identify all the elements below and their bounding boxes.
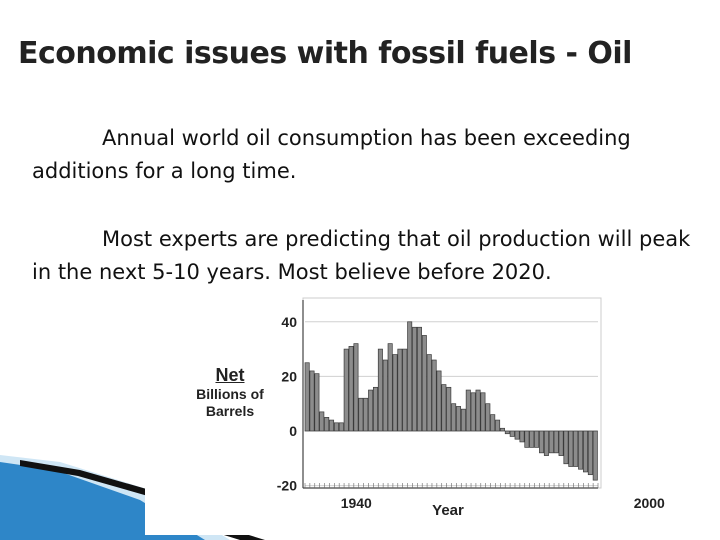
bar-1944 <box>373 386 378 432</box>
bar-1937 <box>338 422 344 432</box>
bar-1930 <box>304 362 310 432</box>
bar-1943 <box>368 389 374 432</box>
bar-1980 <box>548 430 554 454</box>
bar-1950 <box>402 348 408 432</box>
paragraph-peak-prediction: Most experts are predicting that oil pro… <box>32 227 691 284</box>
bar-1965 <box>475 389 481 432</box>
bar-1984 <box>568 430 574 467</box>
bar-1982 <box>558 430 564 456</box>
slide-title: Economic issues with fossil fuels - Oil <box>18 36 632 71</box>
bar-1955 <box>426 354 432 432</box>
bar-1976 <box>529 430 535 448</box>
bar-1952 <box>412 326 418 432</box>
bar-1989 <box>592 430 598 481</box>
bar-1956 <box>431 359 437 432</box>
bar-1964 <box>470 392 476 432</box>
bar-1978 <box>539 430 545 454</box>
bar-1945 <box>377 348 383 432</box>
y-axis-legend: Net Billions of Barrels <box>182 364 278 420</box>
y-tick-label--20: -20 <box>277 478 297 494</box>
bar-1961 <box>456 406 462 432</box>
bar-1954 <box>421 335 427 432</box>
y-tick-labels: 40 20 0 -20 <box>277 314 297 494</box>
bar-1971 <box>504 430 510 435</box>
bar-1935 <box>329 419 335 432</box>
bar-1985 <box>573 430 579 467</box>
bar-1977 <box>534 430 540 448</box>
bar-1983 <box>563 430 569 465</box>
bar-1938 <box>343 348 349 432</box>
bar-1960 <box>451 403 457 432</box>
bar-1941 <box>358 397 364 432</box>
bar-1947 <box>387 343 393 432</box>
bar-1979 <box>543 430 549 456</box>
y-axis-label-net: Net <box>215 365 245 385</box>
bar-1962 <box>460 408 466 432</box>
bar-1942 <box>363 397 369 432</box>
x-tick-label-2000: 2000 <box>634 495 665 511</box>
bar-1981 <box>553 430 559 454</box>
x-tick-label-1940: 1940 <box>341 495 372 511</box>
bar-1953 <box>416 326 422 432</box>
bar-1975 <box>524 430 530 448</box>
paragraph-consumption: Annual world oil consumption has been ex… <box>32 126 631 183</box>
bar-1959 <box>446 386 452 432</box>
bar-1967 <box>485 403 491 432</box>
bar-1988 <box>587 430 593 476</box>
bar-1951 <box>407 321 413 432</box>
bar-1968 <box>490 414 496 432</box>
bar-1987 <box>582 430 588 473</box>
bar-1934 <box>324 417 330 432</box>
bar-1972 <box>509 430 515 437</box>
bar-1948 <box>392 354 398 432</box>
bar-1986 <box>578 430 584 470</box>
bar-1940 <box>353 343 359 432</box>
bar-series <box>304 321 598 481</box>
bar-1973 <box>514 430 520 440</box>
y-axis-label-units: Billions of Barrels <box>196 386 264 419</box>
x-tick-labels: 1940 2000 <box>341 495 665 511</box>
swoosh-dark-stripe <box>20 460 150 496</box>
bar-1936 <box>333 422 339 432</box>
bar-1963 <box>465 389 471 432</box>
bar-1974 <box>519 430 525 443</box>
axes <box>302 300 599 489</box>
bar-1932 <box>314 373 320 432</box>
bar-1933 <box>319 411 325 432</box>
bar-1931 <box>309 370 315 432</box>
y-tick-label-40: 40 <box>281 314 297 330</box>
bar-1958 <box>441 384 447 432</box>
bar-1970 <box>499 427 505 432</box>
x-axis-label: Year <box>432 502 464 519</box>
bar-1969 <box>495 419 501 432</box>
bar-1957 <box>436 370 442 432</box>
bar-1946 <box>382 359 388 432</box>
y-tick-label-0: 0 <box>289 423 297 439</box>
y-tick-label-20: 20 <box>281 368 297 384</box>
bar-1949 <box>397 348 403 432</box>
bar-1966 <box>480 392 486 432</box>
bar-1939 <box>348 346 354 432</box>
